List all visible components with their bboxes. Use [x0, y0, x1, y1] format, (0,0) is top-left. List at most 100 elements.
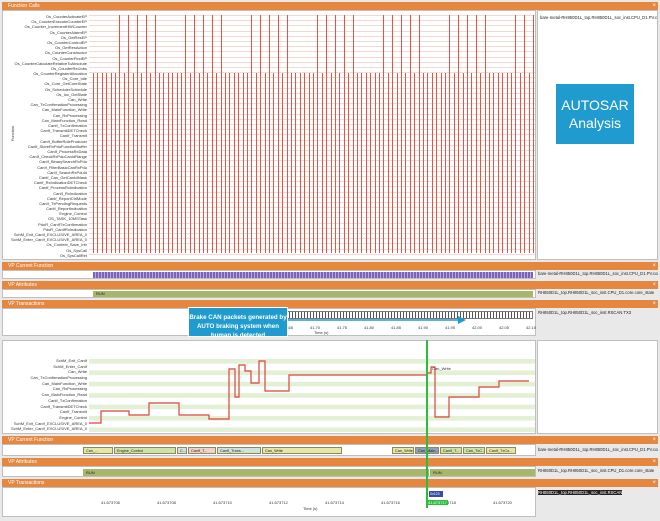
close-icon[interactable]: × [652, 263, 656, 269]
upper-axis-tick: 41.65 [283, 325, 294, 330]
lower-transactions-panel[interactable]: 0x123 41.673706 41.673708 41.673710 41.6737… [2, 487, 536, 517]
function-call-bar [128, 15, 130, 253]
function-row-guide [89, 139, 535, 141]
function-call-bar [348, 73, 350, 253]
function-call-bar [211, 15, 213, 253]
close-icon[interactable]: × [652, 3, 656, 9]
function-row-guide [89, 108, 535, 110]
function-call-bar [141, 73, 143, 253]
upper-axis-tick: 41.90 [418, 325, 429, 330]
function-calls-header[interactable]: Function Calls [2, 2, 536, 10]
function-label: SchM_Exit_CanIf_EXCLUSIVE_AREA_0 [13, 232, 87, 238]
function-call-bar [282, 73, 284, 253]
zoomed-row-band [89, 359, 535, 364]
function-call-bar [427, 73, 429, 253]
zoomed-row-band [89, 381, 535, 387]
function-call-bar [119, 15, 121, 253]
function-call-bar [445, 73, 446, 253]
function-calls-header-right: × [536, 2, 658, 10]
function-label: Os_CounterControlEP [47, 39, 87, 45]
function-row-guide [89, 238, 535, 240]
function-row-guide [89, 170, 535, 172]
zoomed-function-plot[interactable]: Can_Write [89, 357, 535, 433]
function-segment[interactable]: C... [177, 447, 187, 454]
zoomed-row-band [89, 376, 535, 381]
close-icon[interactable]: × [652, 459, 656, 465]
function-segment[interactable]: Engine_Control [114, 447, 176, 454]
lower-attributes-header-right: × [536, 458, 658, 466]
function-call-bar [264, 73, 266, 253]
function-segment[interactable]: Can_Write [392, 447, 414, 454]
function-row-guide [89, 196, 535, 198]
function-calls-panel[interactable]: Function Os_CounterActivateEP Os_CounterE… [2, 10, 536, 260]
function-call-bar [370, 73, 372, 253]
function-label: CanIf_RxIndicationDETCheck [33, 180, 87, 186]
function-call-bar [497, 73, 499, 253]
close-icon[interactable]: × [652, 480, 656, 486]
close-icon[interactable]: × [652, 301, 656, 307]
vp-current-function-header-right: × [536, 262, 658, 270]
function-row-guide [89, 15, 535, 16]
function-call-bar [374, 73, 376, 253]
function-segment[interactable]: CanIf_TxCo... [486, 447, 516, 454]
function-call-bar [150, 73, 152, 253]
function-call-bar [506, 73, 508, 253]
function-row-guide [89, 61, 535, 63]
function-calls-title: Function Calls [8, 3, 40, 9]
time-cursor[interactable] [426, 340, 428, 508]
function-label: Engine_Control [59, 211, 87, 217]
function-label: CanIf_CheckRxPduCanIdRange [29, 154, 87, 160]
close-icon[interactable]: × [652, 282, 656, 288]
function-call-bar [260, 15, 262, 253]
vp-current-function-panel[interactable] [2, 270, 536, 279]
function-call-bar [167, 73, 169, 253]
function-label: Can_TxConfirmationProcessing [30, 102, 87, 108]
zoomed-function-label: Can_MainFunction_Read [41, 392, 87, 398]
function-call-bar [251, 15, 253, 253]
function-row-guide [89, 129, 535, 131]
function-segment[interactable]: CanIf_T... [188, 447, 216, 454]
function-call-bar [97, 73, 99, 253]
vp-current-function-header[interactable]: VP Current Function [2, 262, 536, 270]
vp-attributes-header[interactable]: VP Attributes [2, 281, 536, 289]
function-segment[interactable]: CanIf_Trans... [217, 447, 261, 454]
function-segment[interactable]: CanIf_T... [440, 447, 462, 454]
function-call-bar [172, 73, 174, 253]
function-label: Os_GetResEP [60, 34, 87, 40]
function-call-bar [436, 73, 438, 253]
lower-transactions-header[interactable]: VP Transactions [2, 479, 536, 487]
function-call-bar [383, 15, 385, 253]
zoomed-function-label: Can_RxProcessing [52, 386, 87, 392]
function-row-guide [89, 181, 535, 183]
function-segment[interactable]: Can_TxC... [463, 447, 485, 454]
function-label: Os_CounterExecuteCounterEP [31, 19, 87, 25]
lower-attributes-panel[interactable]: RUN RUN [2, 466, 536, 477]
zoomed-function-panel[interactable]: SchM_Exit_CanIf SchM_Enter_CanIf Can_Write… [2, 340, 536, 434]
tx-badge: 0x123 [429, 491, 443, 497]
close-icon[interactable]: × [652, 437, 656, 443]
function-label: Os_CounterCalculateRelativeToAbsolute [14, 60, 87, 66]
function-label: CanIf_ProcessRxData [47, 148, 87, 154]
function-call-bar [203, 15, 204, 253]
lower-axis-tick: 41.673714 [325, 500, 344, 505]
upper-axis-tick: 41.95 [445, 325, 456, 330]
function-row-guide [89, 113, 535, 115]
vp-attributes-panel[interactable]: RUN [2, 289, 536, 298]
upper-axis-tick: 41.80 [364, 325, 375, 330]
lower-current-function-header[interactable]: VP Current Function [2, 436, 536, 444]
zoomed-row-band [89, 370, 535, 376]
lower-attributes-header[interactable]: VP Attributes [2, 458, 536, 466]
function-call-plot[interactable] [89, 13, 535, 257]
zoomed-function-label: Can_TxConfirmationProcessing [30, 375, 87, 381]
function-call-bar [489, 73, 490, 253]
function-segment[interactable]: Can_... [83, 447, 113, 454]
function-call-bar [326, 15, 328, 253]
function-label: CanIf_TxPendingRequests [39, 200, 87, 206]
function-call-bar [387, 73, 389, 253]
vp-transactions-header[interactable]: VP Transactions [2, 300, 536, 308]
vp-transactions-title: VP Transactions [8, 301, 45, 307]
lower-current-function-panel[interactable]: Can_... Engine_Control C... CanIf_T... CanIf… [2, 444, 536, 456]
function-row-guide [89, 243, 535, 245]
function-segment[interactable]: Can_Write [262, 447, 342, 454]
function-label-list: Os_CounterActivateEP Os_CounterExecuteCou… [3, 14, 87, 259]
